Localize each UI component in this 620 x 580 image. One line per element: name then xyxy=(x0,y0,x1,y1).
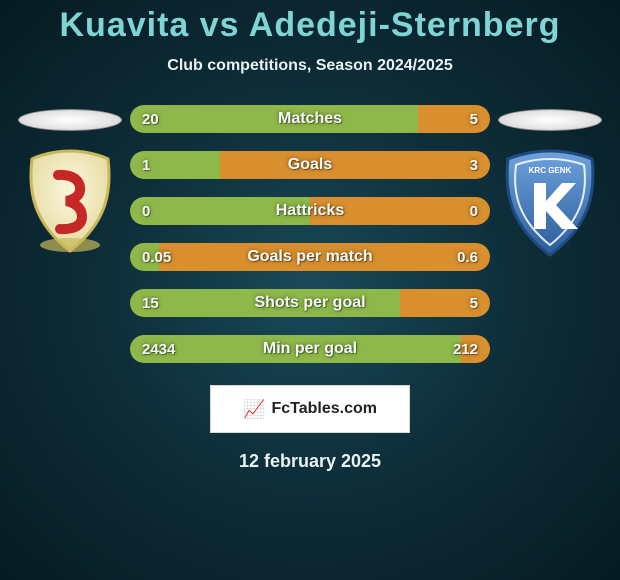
stat-bar-right-seg xyxy=(400,289,490,317)
stat-bar-left-seg xyxy=(130,197,310,225)
subtitle: Club competitions, Season 2024/2025 xyxy=(167,57,452,75)
right-player-col: KRC GENK xyxy=(490,105,610,266)
player-photo-placeholder-right xyxy=(498,109,602,131)
left-player-col xyxy=(10,105,130,262)
stat-bar-track xyxy=(130,151,490,179)
stat-bar-right-seg xyxy=(310,197,490,225)
stat-bar-left-seg xyxy=(130,105,418,133)
snapshot-date: 12 february 2025 xyxy=(239,451,381,472)
stat-bar: Goals13 xyxy=(130,151,490,179)
stat-bar-right-seg xyxy=(159,243,490,271)
watermark-text: FcTables.com xyxy=(271,400,377,418)
stat-bar-right-seg xyxy=(418,105,490,133)
stat-bar-right-seg xyxy=(220,151,490,179)
stat-bar-track xyxy=(130,289,490,317)
comparison-region: Matches205 Goals13 Hattricks00 Goals per ma… xyxy=(0,105,620,363)
watermark-badge: 📈 FcTables.com xyxy=(210,385,410,433)
stat-bar: Min per goal2434212 xyxy=(130,335,490,363)
chart-icon: 📈 xyxy=(243,399,265,420)
player-photo-placeholder-left xyxy=(18,109,122,131)
stat-bar: Hattricks00 xyxy=(130,197,490,225)
page-title: Kuavita vs Adedeji-Sternberg xyxy=(60,6,561,45)
stat-bar-track xyxy=(130,243,490,271)
stat-bar-track xyxy=(130,335,490,363)
stat-bar-left-seg xyxy=(130,243,159,271)
stat-bar-track xyxy=(130,105,490,133)
stat-bar: Goals per match0.050.6 xyxy=(130,243,490,271)
svg-text:KRC GENK: KRC GENK xyxy=(529,166,572,175)
club-logo-right: KRC GENK xyxy=(498,145,602,266)
stat-bar: Matches205 xyxy=(130,105,490,133)
stat-bar-left-seg xyxy=(130,289,400,317)
stat-bar-left-seg xyxy=(130,151,220,179)
stat-bar-track xyxy=(130,197,490,225)
stats-bars: Matches205 Goals13 Hattricks00 Goals per ma… xyxy=(130,105,490,363)
stat-bar: Shots per goal155 xyxy=(130,289,490,317)
club-logo-left xyxy=(20,145,120,262)
stat-bar-left-seg xyxy=(130,335,461,363)
stat-bar-right-seg xyxy=(461,335,490,363)
